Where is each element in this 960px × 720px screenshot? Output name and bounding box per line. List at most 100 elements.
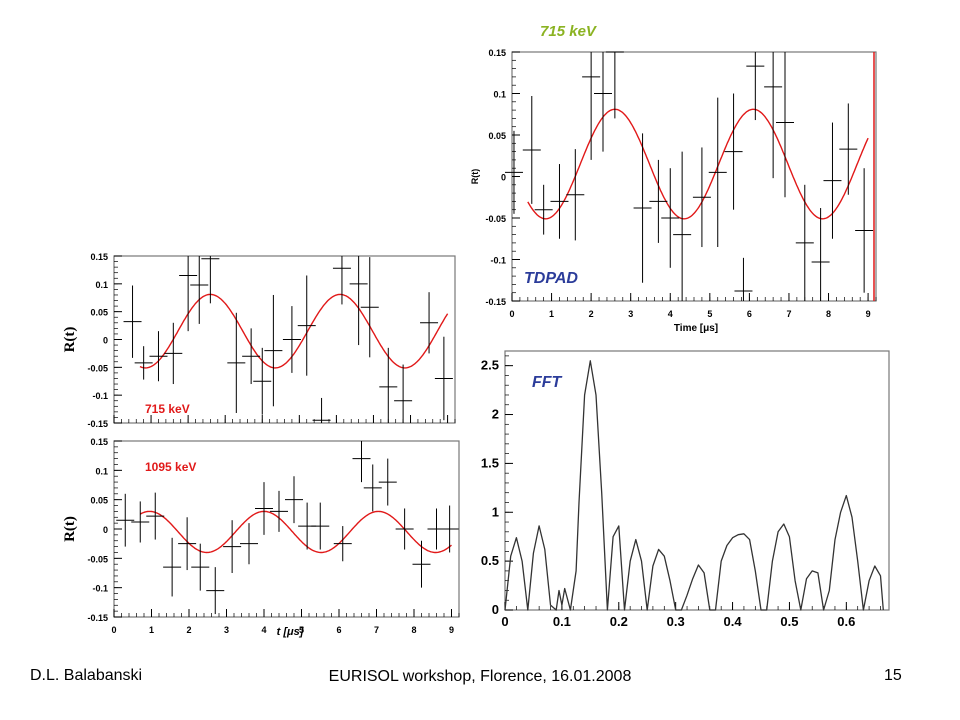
data-point	[360, 257, 379, 358]
x-tick-label: 0.5	[780, 614, 798, 629]
y-tick-label: 0.1	[95, 466, 108, 476]
y-tick-label: -0.1	[92, 584, 108, 594]
data-point	[131, 501, 150, 543]
x-tick-label: 0	[501, 614, 508, 629]
data-point	[352, 441, 371, 483]
y-tick-label: -0.1	[92, 391, 108, 401]
data-point	[594, 52, 612, 152]
data-point	[191, 543, 210, 591]
data-point	[146, 492, 165, 540]
x-tick-label: 5	[299, 625, 304, 635]
footer-event: EURISOL workshop, Florence, 16.01.2008	[328, 668, 632, 685]
x-tick-label: 3	[628, 309, 633, 319]
fft-series-line	[504, 360, 884, 611]
panel-label: TDPAD	[524, 270, 578, 287]
data-point	[776, 52, 794, 198]
data-point	[242, 328, 261, 385]
data-point	[264, 294, 283, 407]
data-point	[223, 520, 242, 573]
y-tick-label: 0.1	[95, 280, 108, 290]
x-tick-label: 2	[186, 625, 191, 635]
y-axis-label: R(t)	[62, 516, 78, 542]
data-point	[378, 458, 397, 506]
x-tick-label: 9	[866, 309, 871, 319]
data-point	[566, 149, 585, 241]
chart-rt-715: 0.15 0.1 0.05 0 -0.05 -0.1 -0.15 R(t) 715 keV	[62, 252, 456, 429]
x-tick-label: 6	[336, 625, 341, 635]
y-tick-label: -0.05	[87, 554, 108, 564]
x-axis-label: Time [μs]	[674, 323, 718, 334]
data-point	[412, 540, 431, 588]
x-tick-label: 3	[224, 625, 229, 635]
data-point	[708, 97, 727, 248]
y-tick-label: -0.15	[87, 613, 108, 623]
y-tick-label: 0.15	[90, 437, 108, 447]
data-point	[605, 51, 624, 119]
y-axis-label: R(t)	[62, 327, 78, 353]
data-point	[149, 331, 168, 382]
fit-curve	[139, 510, 452, 554]
data-point	[333, 526, 352, 562]
data-point	[440, 505, 459, 553]
data-point	[134, 346, 153, 380]
y-tick-label: -0.1	[490, 256, 506, 266]
x-tick-label: 8	[826, 309, 831, 319]
data-point	[522, 95, 541, 204]
x-tick-label: 7	[786, 309, 791, 319]
x-tick-label: 0.2	[610, 614, 628, 629]
data-point	[253, 347, 272, 415]
x-tick-label: 0.3	[667, 614, 685, 629]
data-point	[550, 164, 569, 239]
data-point	[164, 322, 183, 385]
data-point	[123, 285, 142, 358]
data-point	[206, 567, 225, 615]
data-point	[504, 130, 523, 214]
y-tick-label: -0.05	[87, 363, 108, 373]
y-tick-label: 0.15	[488, 48, 506, 58]
data-point	[363, 464, 382, 512]
y-tick-label: 0.05	[90, 308, 108, 318]
fit-curve	[527, 108, 869, 220]
y-tick-label: -0.15	[485, 297, 506, 307]
x-tick-label: 1	[549, 309, 554, 319]
chart-tdpad-715: 0.150.10.050-0.05-0.1-0.150 1 2 3 4 5 6 7 8 9R(t)…	[470, 23, 877, 334]
data-point	[633, 133, 652, 283]
data-point	[661, 168, 680, 268]
footer-author: D.L. Balabanski	[30, 667, 143, 684]
y-tick-label: 0.05	[488, 131, 506, 141]
data-point	[724, 93, 743, 210]
data-point	[420, 292, 439, 354]
data-point	[795, 184, 814, 301]
page-number: 15	[884, 667, 902, 684]
x-tick-label: 0	[111, 625, 116, 635]
data-point	[811, 208, 830, 301]
data-point	[190, 256, 209, 324]
y-tick-label: 0.05	[90, 496, 108, 506]
y-tick-label: 2.5	[481, 358, 499, 373]
data-point	[394, 364, 413, 423]
x-tick-label: 1	[149, 625, 154, 635]
data-point	[178, 517, 197, 571]
data-point	[734, 257, 753, 301]
data-point	[201, 256, 220, 304]
y-axis-label: R(t)	[470, 169, 480, 185]
data-point	[282, 306, 301, 373]
x-tick-label: 2	[589, 309, 594, 319]
y-tick-label: 0	[492, 602, 499, 617]
y-tick-label: -0.05	[485, 214, 506, 224]
data-point	[116, 493, 135, 547]
data-point	[434, 336, 453, 421]
fit-curve	[139, 293, 449, 369]
data-point	[240, 523, 258, 565]
x-tick-label: 8	[411, 625, 416, 635]
panel-label: FFT	[532, 374, 563, 391]
data-point	[649, 159, 668, 243]
data-point	[332, 256, 351, 305]
chart-rt-1095: 0.150.10.050-0.05-0.1-0.150 1 2 3 4 5 6 7 8 9R(t)…	[62, 437, 460, 638]
y-tick-label: 1.5	[481, 455, 499, 470]
data-point	[227, 312, 246, 413]
y-tick-label: 2	[492, 407, 499, 422]
chart-fft: 0 0.5 1 1.5 2 2.5 0 0.1 0.2 0.3 0.4 0.5 0.6 FFT	[481, 350, 890, 629]
x-tick-label: 6	[747, 309, 752, 319]
